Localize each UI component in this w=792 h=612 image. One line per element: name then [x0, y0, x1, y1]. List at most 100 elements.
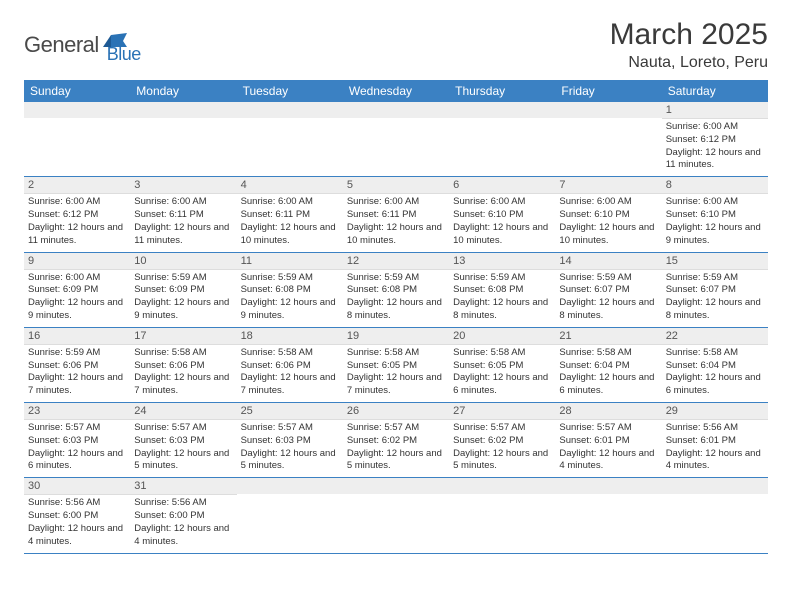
day-cell: 7Sunrise: 6:00 AMSunset: 6:10 PMDaylight…: [555, 177, 661, 252]
day-cell: 22Sunrise: 5:58 AMSunset: 6:04 PMDayligh…: [662, 327, 768, 402]
day-cell: [662, 478, 768, 553]
day-details: Sunrise: 5:57 AMSunset: 6:02 PMDaylight:…: [449, 420, 555, 477]
col-sunday: Sunday: [24, 80, 130, 102]
location-text: Nauta, Loreto, Peru: [610, 54, 768, 72]
date-number: 26: [343, 403, 449, 420]
date-number: 9: [24, 253, 130, 270]
day-cell: 13Sunrise: 5:59 AMSunset: 6:08 PMDayligh…: [449, 252, 555, 327]
date-number: 20: [449, 328, 555, 345]
day-details: Sunrise: 5:59 AMSunset: 6:06 PMDaylight:…: [24, 345, 130, 402]
day-details: Sunrise: 6:00 AMSunset: 6:11 PMDaylight:…: [343, 194, 449, 251]
empty-date: [555, 102, 661, 118]
empty-date: [343, 102, 449, 118]
week-row: 16Sunrise: 5:59 AMSunset: 6:06 PMDayligh…: [24, 327, 768, 402]
empty-date: [237, 102, 343, 118]
day-cell: 28Sunrise: 5:57 AMSunset: 6:01 PMDayligh…: [555, 403, 661, 478]
day-details: Sunrise: 6:00 AMSunset: 6:09 PMDaylight:…: [24, 270, 130, 327]
date-number: 15: [662, 253, 768, 270]
day-cell: 21Sunrise: 5:58 AMSunset: 6:04 PMDayligh…: [555, 327, 661, 402]
day-cell: [24, 102, 130, 177]
day-details: Sunrise: 5:56 AMSunset: 6:00 PMDaylight:…: [24, 495, 130, 552]
day-details: Sunrise: 5:59 AMSunset: 6:07 PMDaylight:…: [555, 270, 661, 327]
day-cell: 15Sunrise: 5:59 AMSunset: 6:07 PMDayligh…: [662, 252, 768, 327]
empty-date: [555, 478, 661, 494]
day-cell: 25Sunrise: 5:57 AMSunset: 6:03 PMDayligh…: [237, 403, 343, 478]
empty-date: [449, 478, 555, 494]
day-cell: [237, 478, 343, 553]
calendar-table: Sunday Monday Tuesday Wednesday Thursday…: [24, 80, 768, 554]
day-details: Sunrise: 5:57 AMSunset: 6:01 PMDaylight:…: [555, 420, 661, 477]
day-cell: 6Sunrise: 6:00 AMSunset: 6:10 PMDaylight…: [449, 177, 555, 252]
date-number: 7: [555, 177, 661, 194]
week-row: 9Sunrise: 6:00 AMSunset: 6:09 PMDaylight…: [24, 252, 768, 327]
col-thursday: Thursday: [449, 80, 555, 102]
date-number: 8: [662, 177, 768, 194]
col-monday: Monday: [130, 80, 236, 102]
date-number: 23: [24, 403, 130, 420]
day-details: Sunrise: 5:58 AMSunset: 6:05 PMDaylight:…: [449, 345, 555, 402]
col-saturday: Saturday: [662, 80, 768, 102]
day-details: Sunrise: 5:59 AMSunset: 6:08 PMDaylight:…: [449, 270, 555, 327]
date-number: 17: [130, 328, 236, 345]
day-cell: 31Sunrise: 5:56 AMSunset: 6:00 PMDayligh…: [130, 478, 236, 553]
day-cell: [449, 478, 555, 553]
header: General Blue March 2025 Nauta, Loreto, P…: [24, 18, 768, 72]
day-cell: 14Sunrise: 5:59 AMSunset: 6:07 PMDayligh…: [555, 252, 661, 327]
day-cell: [343, 478, 449, 553]
day-details: Sunrise: 5:58 AMSunset: 6:06 PMDaylight:…: [237, 345, 343, 402]
day-details: Sunrise: 5:57 AMSunset: 6:02 PMDaylight:…: [343, 420, 449, 477]
day-header-row: Sunday Monday Tuesday Wednesday Thursday…: [24, 80, 768, 102]
date-number: 5: [343, 177, 449, 194]
date-number: 14: [555, 253, 661, 270]
day-details: Sunrise: 5:57 AMSunset: 6:03 PMDaylight:…: [24, 420, 130, 477]
date-number: 18: [237, 328, 343, 345]
day-cell: 3Sunrise: 6:00 AMSunset: 6:11 PMDaylight…: [130, 177, 236, 252]
day-cell: [237, 102, 343, 177]
day-cell: 2Sunrise: 6:00 AMSunset: 6:12 PMDaylight…: [24, 177, 130, 252]
date-number: 13: [449, 253, 555, 270]
day-cell: 17Sunrise: 5:58 AMSunset: 6:06 PMDayligh…: [130, 327, 236, 402]
day-cell: 23Sunrise: 5:57 AMSunset: 6:03 PMDayligh…: [24, 403, 130, 478]
date-number: 28: [555, 403, 661, 420]
date-number: 3: [130, 177, 236, 194]
week-row: 30Sunrise: 5:56 AMSunset: 6:00 PMDayligh…: [24, 478, 768, 553]
day-details: Sunrise: 6:00 AMSunset: 6:10 PMDaylight:…: [449, 194, 555, 251]
date-number: 25: [237, 403, 343, 420]
day-cell: 11Sunrise: 5:59 AMSunset: 6:08 PMDayligh…: [237, 252, 343, 327]
logo-text-general: General: [24, 32, 99, 58]
date-number: 27: [449, 403, 555, 420]
day-cell: [343, 102, 449, 177]
day-cell: 29Sunrise: 5:56 AMSunset: 6:01 PMDayligh…: [662, 403, 768, 478]
day-details: Sunrise: 5:57 AMSunset: 6:03 PMDaylight:…: [237, 420, 343, 477]
empty-date: [130, 102, 236, 118]
date-number: 22: [662, 328, 768, 345]
day-details: Sunrise: 5:56 AMSunset: 6:01 PMDaylight:…: [662, 420, 768, 477]
day-cell: [449, 102, 555, 177]
day-cell: 26Sunrise: 5:57 AMSunset: 6:02 PMDayligh…: [343, 403, 449, 478]
empty-date: [237, 478, 343, 494]
empty-date: [662, 478, 768, 494]
day-cell: 24Sunrise: 5:57 AMSunset: 6:03 PMDayligh…: [130, 403, 236, 478]
day-details: Sunrise: 6:00 AMSunset: 6:11 PMDaylight:…: [237, 194, 343, 251]
day-cell: 4Sunrise: 6:00 AMSunset: 6:11 PMDaylight…: [237, 177, 343, 252]
date-number: 6: [449, 177, 555, 194]
day-details: Sunrise: 6:00 AMSunset: 6:10 PMDaylight:…: [662, 194, 768, 251]
col-friday: Friday: [555, 80, 661, 102]
day-details: Sunrise: 5:59 AMSunset: 6:08 PMDaylight:…: [237, 270, 343, 327]
day-cell: [555, 102, 661, 177]
day-details: Sunrise: 5:58 AMSunset: 6:06 PMDaylight:…: [130, 345, 236, 402]
day-details: Sunrise: 5:59 AMSunset: 6:08 PMDaylight:…: [343, 270, 449, 327]
week-row: 1Sunrise: 6:00 AMSunset: 6:12 PMDaylight…: [24, 102, 768, 177]
day-cell: 27Sunrise: 5:57 AMSunset: 6:02 PMDayligh…: [449, 403, 555, 478]
day-details: Sunrise: 5:58 AMSunset: 6:05 PMDaylight:…: [343, 345, 449, 402]
date-number: 10: [130, 253, 236, 270]
day-details: Sunrise: 6:00 AMSunset: 6:12 PMDaylight:…: [24, 194, 130, 251]
week-row: 23Sunrise: 5:57 AMSunset: 6:03 PMDayligh…: [24, 403, 768, 478]
day-cell: 18Sunrise: 5:58 AMSunset: 6:06 PMDayligh…: [237, 327, 343, 402]
empty-date: [343, 478, 449, 494]
day-details: Sunrise: 6:00 AMSunset: 6:10 PMDaylight:…: [555, 194, 661, 251]
date-number: 31: [130, 478, 236, 495]
day-cell: 16Sunrise: 5:59 AMSunset: 6:06 PMDayligh…: [24, 327, 130, 402]
day-cell: 5Sunrise: 6:00 AMSunset: 6:11 PMDaylight…: [343, 177, 449, 252]
week-row: 2Sunrise: 6:00 AMSunset: 6:12 PMDaylight…: [24, 177, 768, 252]
